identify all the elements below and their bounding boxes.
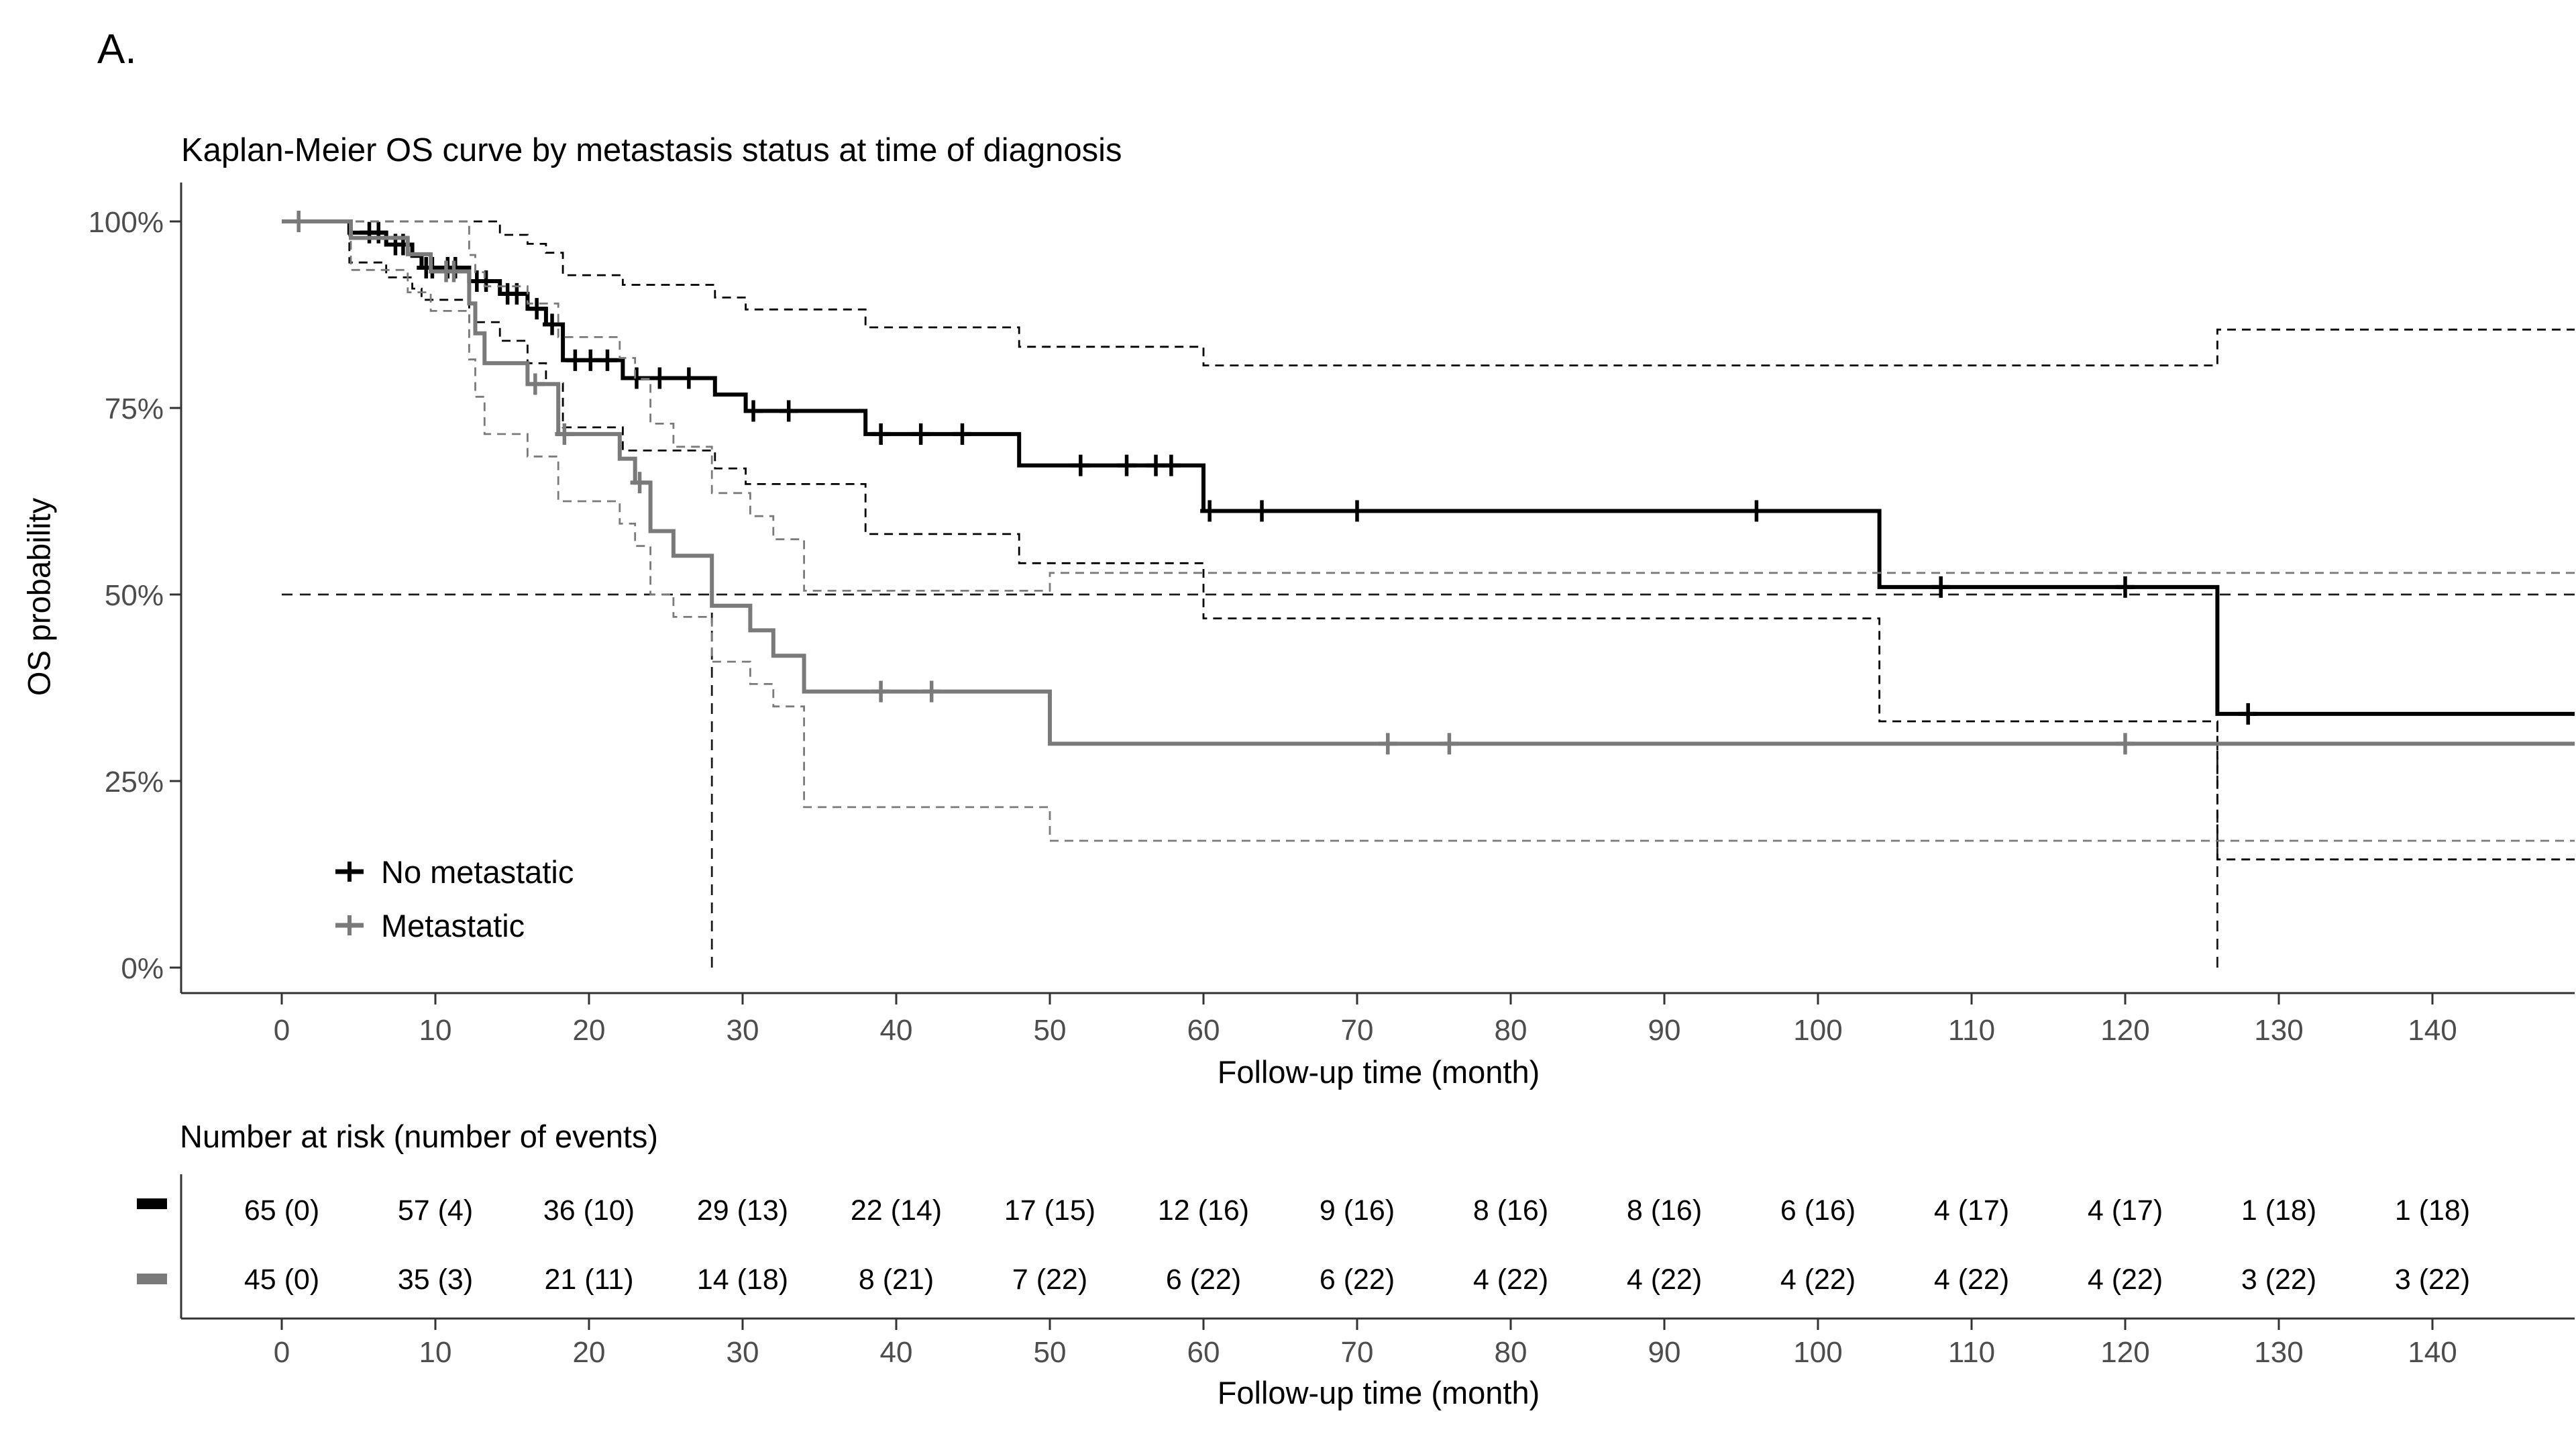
risk-value: 4 (22) bbox=[1780, 1264, 1856, 1296]
risk-value: 4 (17) bbox=[1934, 1194, 2009, 1227]
risk-table-tick-label: 100 bbox=[1793, 1336, 1842, 1369]
km-curve-metastatic bbox=[282, 219, 2575, 746]
x-tick-label: 90 bbox=[1648, 1014, 1681, 1047]
risk-value: 9 (16) bbox=[1320, 1194, 1395, 1227]
plus-censor-icon bbox=[335, 915, 364, 935]
risk-value: 45 (0) bbox=[244, 1264, 319, 1296]
risk-value: 4 (22) bbox=[1934, 1264, 2009, 1296]
risk-value: 22 (14) bbox=[851, 1194, 942, 1227]
y-tick-label: 75% bbox=[105, 393, 164, 425]
risk-table-tick-label: 70 bbox=[1341, 1336, 1374, 1369]
x-tick-label: 70 bbox=[1341, 1014, 1374, 1047]
y-tick-label: 0% bbox=[121, 952, 164, 985]
plot-title: Kaplan-Meier OS curve by metastasis stat… bbox=[181, 132, 1122, 168]
risk-table-tick-label: 40 bbox=[880, 1336, 913, 1369]
legend-label: Metastatic bbox=[381, 907, 525, 943]
y-tick-label: 100% bbox=[88, 206, 164, 239]
ci-lower-metastatic bbox=[282, 220, 2575, 842]
risk-value: 14 (18) bbox=[697, 1264, 788, 1296]
risk-value: 36 (10) bbox=[543, 1194, 635, 1227]
ci-lower-no-metastatic bbox=[282, 220, 2575, 861]
x-tick-label: 110 bbox=[1948, 1014, 1995, 1047]
risk-table-tick-label: 130 bbox=[2254, 1336, 2303, 1369]
x-tick-label: 50 bbox=[1034, 1014, 1067, 1047]
risk-value: 17 (15) bbox=[1004, 1194, 1095, 1227]
x-tick-label: 120 bbox=[2100, 1014, 2149, 1047]
risk-value: 6 (22) bbox=[1320, 1264, 1395, 1296]
km-curve-no-metastatic bbox=[282, 219, 2575, 716]
panel-label: A. bbox=[97, 26, 137, 72]
risk-table-tick-label: 50 bbox=[1034, 1336, 1067, 1369]
x-tick-label: 30 bbox=[727, 1014, 759, 1047]
x-tick-label: 60 bbox=[1187, 1014, 1220, 1047]
risk-table-title: Number at risk (number of events) bbox=[180, 1119, 659, 1154]
risk-value: 29 (13) bbox=[697, 1194, 788, 1227]
risk-value: 6 (16) bbox=[1780, 1194, 1856, 1227]
risk-value: 8 (16) bbox=[1473, 1194, 1548, 1227]
risk-value: 12 (16) bbox=[1158, 1194, 1249, 1227]
risk-value: 21 (11) bbox=[544, 1264, 633, 1296]
risk-value: 8 (16) bbox=[1627, 1194, 1702, 1227]
x-axis-title-main: Follow-up time (month) bbox=[1217, 1054, 1540, 1090]
risk-value: 1 (18) bbox=[2241, 1194, 2316, 1227]
risk-value: 3 (22) bbox=[2395, 1264, 2470, 1296]
risk-value: 1 (18) bbox=[2395, 1194, 2470, 1227]
x-axis-title-table: Follow-up time (month) bbox=[1217, 1375, 1540, 1410]
risk-value: 57 (4) bbox=[398, 1194, 473, 1227]
ci-upper-no-metastatic bbox=[282, 220, 2575, 366]
x-tick-label: 140 bbox=[2408, 1014, 2457, 1047]
risk-table-tick-label: 20 bbox=[573, 1336, 606, 1369]
plus-censor-icon bbox=[335, 862, 364, 882]
risk-value: 35 (3) bbox=[398, 1264, 473, 1296]
legend-label: No metastatic bbox=[381, 854, 574, 890]
risk-value: 4 (22) bbox=[2088, 1264, 2163, 1296]
risk-row-marker-2 bbox=[137, 1274, 167, 1284]
legend-item-no-metastatic: No metastatic bbox=[334, 849, 574, 894]
ci-upper-metastatic bbox=[282, 220, 2575, 592]
plot-legend: No metastatic Metastatic bbox=[334, 849, 574, 957]
risk-table-tick-label: 90 bbox=[1648, 1336, 1681, 1369]
x-tick-label: 40 bbox=[880, 1014, 913, 1047]
risk-value: 4 (22) bbox=[1473, 1264, 1548, 1296]
x-tick-label: 0 bbox=[274, 1014, 290, 1047]
risk-table-tick-label: 110 bbox=[1948, 1336, 1995, 1369]
risk-row-marker-1 bbox=[137, 1198, 167, 1209]
x-tick-label: 80 bbox=[1495, 1014, 1527, 1047]
x-tick-label: 100 bbox=[1793, 1014, 1842, 1047]
risk-table-tick-label: 140 bbox=[2408, 1336, 2457, 1369]
risk-value: 4 (22) bbox=[1627, 1264, 1702, 1296]
risk-value: 4 (17) bbox=[2088, 1194, 2163, 1227]
risk-value: 6 (22) bbox=[1166, 1264, 1241, 1296]
x-tick-label: 130 bbox=[2254, 1014, 2303, 1047]
risk-value: 8 (21) bbox=[859, 1264, 934, 1296]
y-tick-label: 50% bbox=[105, 579, 164, 612]
y-axis-title: OS probability bbox=[21, 497, 57, 697]
legend-item-metastatic: Metastatic bbox=[334, 903, 574, 947]
risk-table-tick-label: 80 bbox=[1495, 1336, 1527, 1369]
x-tick-label: 10 bbox=[419, 1014, 452, 1047]
risk-table-tick-label: 120 bbox=[2100, 1336, 2149, 1369]
risk-table-tick-label: 30 bbox=[727, 1336, 759, 1369]
x-tick-label: 20 bbox=[573, 1014, 606, 1047]
risk-value: 65 (0) bbox=[244, 1194, 319, 1227]
risk-table-tick-label: 10 bbox=[419, 1336, 452, 1369]
y-tick-label: 25% bbox=[105, 766, 164, 798]
risk-value: 3 (22) bbox=[2241, 1264, 2316, 1296]
risk-table-tick-label: 0 bbox=[274, 1336, 290, 1369]
risk-table-tick-label: 60 bbox=[1187, 1336, 1220, 1369]
risk-value: 7 (22) bbox=[1012, 1264, 1087, 1296]
